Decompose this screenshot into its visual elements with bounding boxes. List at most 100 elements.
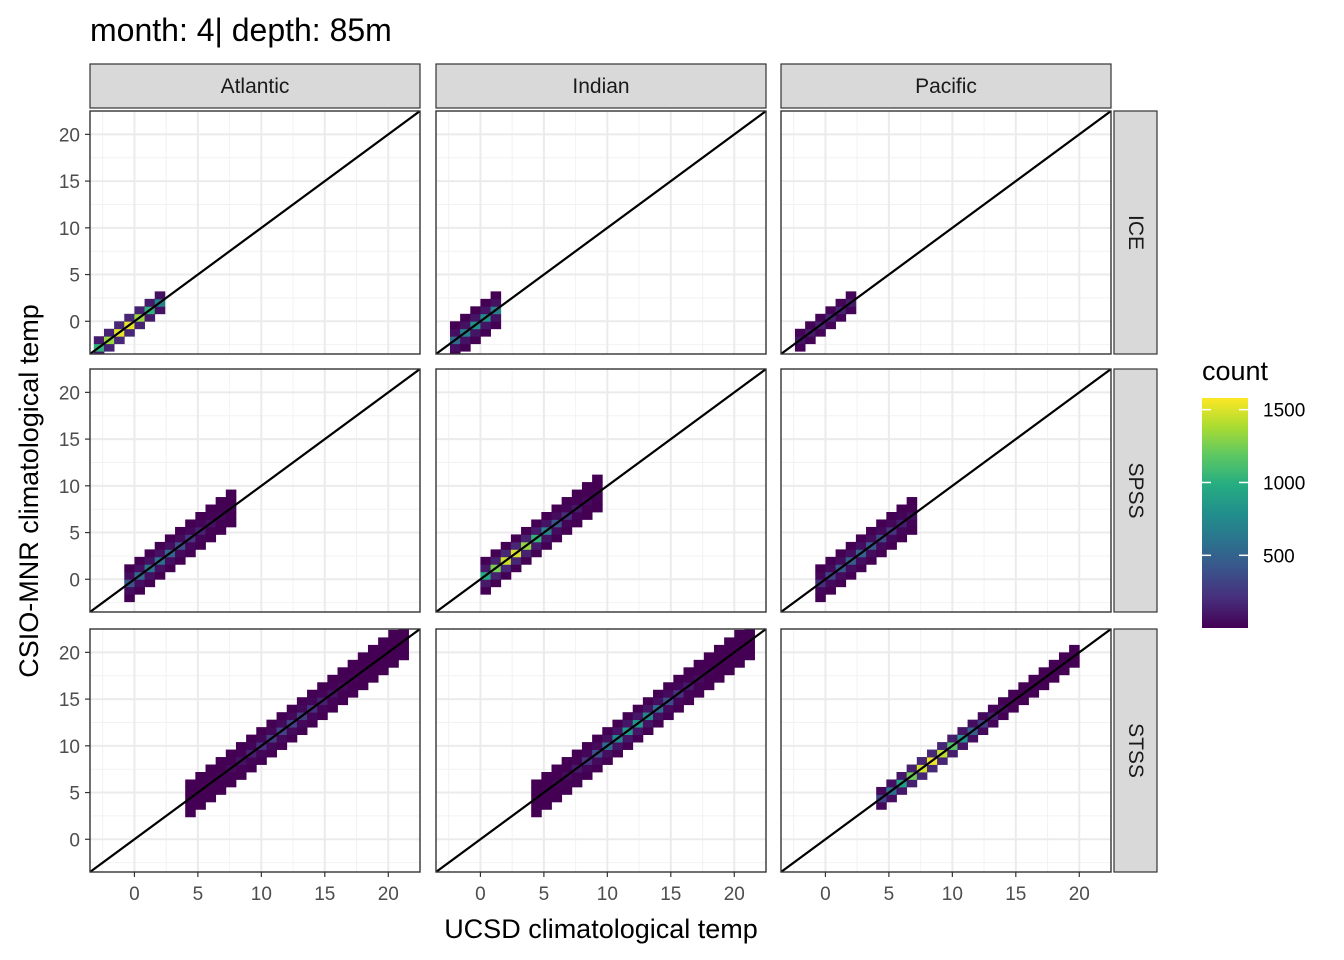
heatmap-bin (154, 306, 166, 315)
heatmap-bin (703, 682, 715, 691)
heatmap-bin (276, 712, 288, 721)
heatmap-bin (713, 674, 725, 683)
heatmap-bin (144, 549, 156, 558)
strip-background (435, 63, 767, 109)
x-tick-label: 20 (724, 884, 745, 905)
heatmap-bin (225, 779, 237, 788)
identity-line (436, 369, 766, 612)
heatmap-bin (815, 564, 826, 573)
heatmap-bin (154, 541, 166, 550)
heatmap-bin (296, 727, 308, 736)
heatmap-bin (1048, 674, 1060, 683)
x-tick-label: 15 (660, 884, 681, 905)
heatmap-bin (592, 504, 603, 513)
heatmap-bin (825, 586, 836, 595)
heatmap-bin (541, 519, 552, 528)
heatmap-bin (592, 497, 603, 505)
heatmap-bin (1038, 667, 1050, 676)
heatmap-bin (926, 749, 938, 758)
y-tick-label: 0 (69, 570, 80, 591)
heatmap-bin (205, 534, 217, 543)
heatmap-bin (154, 549, 166, 558)
heatmap-bin (683, 667, 695, 676)
heatmap-bin (490, 321, 502, 330)
heatmap-bin (561, 757, 573, 765)
heatmap-bin (1038, 682, 1050, 691)
heatmap-bin (734, 652, 745, 661)
heatmap-bin (845, 549, 857, 558)
heatmap-bin (337, 667, 349, 676)
heatmap-bin (480, 321, 491, 330)
heatmap-bin (225, 771, 237, 780)
heatmap-bin (1058, 652, 1070, 661)
heatmap-bin (215, 519, 227, 528)
heatmap-bin (855, 541, 867, 550)
x-tick-label: 10 (251, 884, 272, 905)
heatmap-bin (967, 719, 979, 728)
heatmap-bin (693, 659, 705, 668)
heatmap-bin (215, 497, 227, 505)
strip-background (1113, 368, 1158, 613)
identity-line (90, 369, 420, 612)
heatmap-bin (286, 712, 298, 721)
heatmap-bin (855, 564, 867, 573)
heatmap-bin (551, 764, 563, 773)
heatmap-bin (632, 704, 644, 713)
heatmap-bin (93, 336, 105, 345)
panel-border (89, 628, 421, 873)
heatmap-bin (124, 571, 135, 580)
heatmap-bin (480, 564, 491, 573)
heatmap-bin (663, 704, 674, 713)
legend-ticks: 1500 1000 500 (1202, 401, 1305, 567)
y-tick-label: 20 (59, 643, 80, 664)
strip-background (89, 63, 421, 109)
x-tick-label: 0 (820, 884, 831, 905)
heatmap-bin (337, 674, 349, 683)
legend-label: 1000 (1263, 473, 1305, 494)
heatmap-bin (906, 497, 918, 505)
heatmap-bin (916, 771, 928, 780)
heatmap-bin (581, 771, 593, 780)
x-tick-label: 10 (597, 884, 618, 905)
heatmap-bin (825, 564, 836, 573)
heatmap-bin (296, 704, 308, 713)
x-tick-label: 20 (1069, 884, 1090, 905)
heatmap-bin (724, 637, 735, 646)
heatmap-bin (571, 749, 583, 758)
heatmap-bin (256, 727, 267, 736)
heatmap-bin (449, 343, 461, 352)
heatmap-bin (855, 556, 867, 565)
heatmap-bin (592, 764, 603, 773)
heatmap-bin (602, 757, 613, 765)
heatmap-bin (845, 306, 857, 315)
heatmap-bin (195, 519, 206, 528)
heatmap-bin (510, 556, 522, 565)
y-tick-label: 0 (69, 830, 80, 851)
heatmap-bin (164, 541, 176, 550)
heatmap-bin (470, 336, 481, 345)
heatmap-bin (317, 689, 328, 698)
heatmap-bin (571, 489, 583, 498)
heatmap-bin (835, 298, 847, 307)
heatmap-bin (521, 556, 532, 565)
heatmap-bin (581, 504, 593, 513)
heatmap-bin (825, 556, 836, 565)
identity-line (90, 111, 420, 354)
panel-border (435, 110, 767, 355)
heatmap-bin (286, 704, 298, 713)
heatmap-bin (987, 719, 999, 728)
heatmap-bin (225, 519, 237, 528)
panel-border (435, 368, 767, 613)
heatmap-bin (825, 579, 836, 588)
heatmap-bin (195, 779, 206, 788)
heatmap-bin (998, 712, 1009, 721)
panel-atlantic-ice: 0 5 10 15 20 (59, 110, 421, 355)
heatmap-bin (815, 586, 826, 595)
x-tick-label: 15 (1005, 884, 1026, 905)
heatmap-bin (347, 659, 359, 668)
heatmap-bin (957, 727, 968, 736)
heatmap-bin (195, 801, 206, 810)
heatmap-bin (480, 328, 491, 337)
heatmap-bin (124, 594, 135, 603)
heatmap-bin (266, 742, 277, 750)
